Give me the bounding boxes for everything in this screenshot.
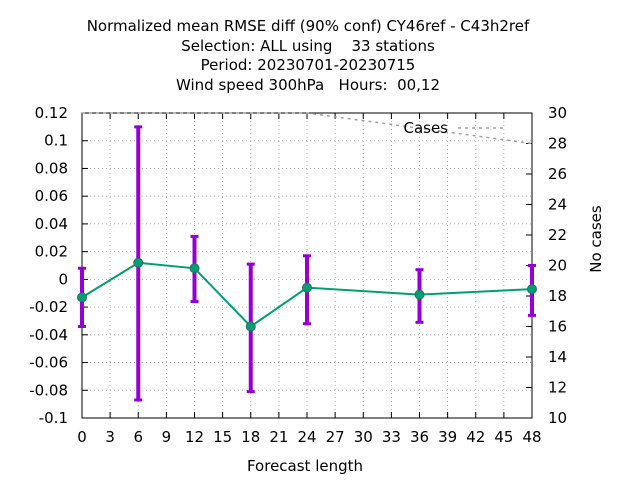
y2-tick-label: 14 [548,348,567,366]
legend-label-cases: Cases [403,119,448,137]
x-tick-label: 0 [77,428,87,446]
x-axis-label: Forecast length [247,457,363,475]
x-tick-label: 33 [382,428,401,446]
x-tick-label: 30 [354,428,373,446]
cases-line [82,112,533,145]
x-tick-label: 45 [494,428,513,446]
title-line-1: Normalized mean RMSE diff (90% conf) CY4… [86,17,530,35]
y2-tick-label: 18 [548,287,567,305]
y2-tick-label: 10 [548,409,567,427]
series [77,112,537,402]
x-tick-label: 12 [185,428,204,446]
y2-tick-label: 12 [548,379,567,397]
x-tick-label: 9 [162,428,172,446]
data-point [302,282,312,293]
y2-tick-label: 28 [548,135,567,153]
y2-tick-label: 24 [548,196,567,214]
data-point [133,257,144,268]
y-tick-label: 0 [58,270,68,288]
x-tick-label: 21 [269,428,288,446]
data-point [189,263,200,274]
y-tick-label: -0.1 [39,409,68,427]
x-tick-label: 36 [410,428,429,446]
data-point [77,292,87,303]
y-tick-label: -0.04 [29,326,68,344]
y-tick-label: -0.08 [29,381,68,399]
x-tick-label: 48 [522,428,541,446]
x-tick-label: 24 [297,428,316,446]
x-tick-label: 3 [105,428,115,446]
y-tick-label: -0.06 [29,354,68,372]
x-tick-label: 6 [133,428,143,446]
y-tick-label: 0.08 [35,159,68,177]
title-line-2: Selection: ALL using 33 stations [181,36,435,55]
title-line-4: Wind speed 300hPa Hours: 00,12 [175,75,441,94]
x-tick-label: 27 [326,428,345,446]
y-tick-label: 0.1 [44,132,68,150]
y2-tick-label: 20 [548,257,567,275]
data-point [414,289,425,300]
x-tick-label: 39 [438,428,457,446]
y2-tick-label: 16 [548,318,567,336]
chart-title: Normalized mean RMSE diff (90% conf) CY4… [0,17,616,95]
y-tick-label: 0.02 [35,243,68,261]
y-tick-label: 0.12 [35,104,68,122]
y-tick-label: 0.06 [35,187,68,205]
legend: Cases [403,119,504,137]
data-point [527,284,537,295]
title-line-3: Period: 20230701-20230715 [200,56,416,74]
x-tick-label: 18 [241,428,260,446]
y2-axis-label: No cases [587,205,605,273]
data-point [245,321,256,332]
axes: 0 3 6 9 12 15 18 21 24 27 30 33 36 39 42 45 48-0.1-0.08-… [29,104,567,446]
y2-tick-label: 22 [548,226,567,244]
y-tick-label: 0.04 [35,215,68,233]
y-tick-label: -0.02 [29,298,68,316]
y2-tick-label: 30 [548,104,567,122]
x-tick-label: 15 [213,428,232,446]
x-tick-label: 42 [466,428,485,446]
y2-tick-label: 26 [548,165,567,183]
